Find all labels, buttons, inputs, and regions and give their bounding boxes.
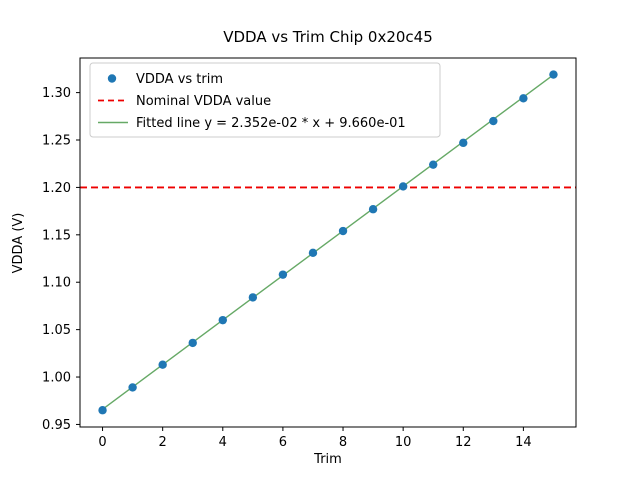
scatter-point xyxy=(429,160,438,169)
x-tick-label: 14 xyxy=(515,435,532,450)
scatter-point xyxy=(398,182,408,191)
x-tick-label: 8 xyxy=(339,435,347,450)
fitted-line xyxy=(102,74,554,410)
y-tick-label: 1.10 xyxy=(42,276,71,291)
y-tick-label: 1.00 xyxy=(42,371,71,386)
x-tick-label: 2 xyxy=(159,435,167,450)
scatter-point xyxy=(248,293,258,302)
scatter-point xyxy=(218,315,227,325)
scatter-point xyxy=(338,226,348,236)
scatter-point xyxy=(158,360,167,369)
x-axis-label: Trim xyxy=(313,452,342,467)
y-tick-label: 0.95 xyxy=(42,418,71,433)
y-tick-label: 1.25 xyxy=(42,134,71,149)
scatter-point xyxy=(128,383,137,392)
scatter-point xyxy=(549,70,558,79)
x-tick-label: 4 xyxy=(219,435,227,450)
scatter-point xyxy=(188,338,197,348)
plot-area: 0 2 4 6 8 10 12 14 0.95 1.00 1.05 1.10 1.15 1.20 1.25 1… xyxy=(42,57,577,450)
scatter-point xyxy=(489,116,498,126)
scatter-point xyxy=(368,205,378,214)
scatter-point xyxy=(278,270,288,279)
legend-label: VDDA vs trim xyxy=(136,72,223,87)
scatter-point xyxy=(308,248,318,258)
legend-label: Fitted line y = 2.352e-02 * x + 9.660e-0… xyxy=(136,116,406,131)
y-axis-label: VDDA (V) xyxy=(11,213,26,274)
scatter-point xyxy=(98,406,107,415)
y-tick-label: 1.15 xyxy=(42,228,71,243)
chart-title: VDDA vs Trim Chip 0x20c45 xyxy=(223,28,433,46)
y-tick-label: 1.20 xyxy=(42,181,71,196)
legend-marker-scatter xyxy=(107,74,117,83)
axes-box xyxy=(79,57,577,428)
x-tick-label: 6 xyxy=(279,435,287,450)
scatter-point xyxy=(459,138,468,148)
x-tick-label: 0 xyxy=(98,435,106,450)
scatter-point xyxy=(519,94,528,103)
legend-label: Nominal VDDA value xyxy=(136,94,271,109)
x-tick-label: 10 xyxy=(395,435,412,450)
x-tick-label: 12 xyxy=(455,435,472,450)
y-tick-label: 1.05 xyxy=(42,323,71,338)
legend-box xyxy=(89,62,441,138)
y-tick-label: 1.30 xyxy=(42,86,71,101)
